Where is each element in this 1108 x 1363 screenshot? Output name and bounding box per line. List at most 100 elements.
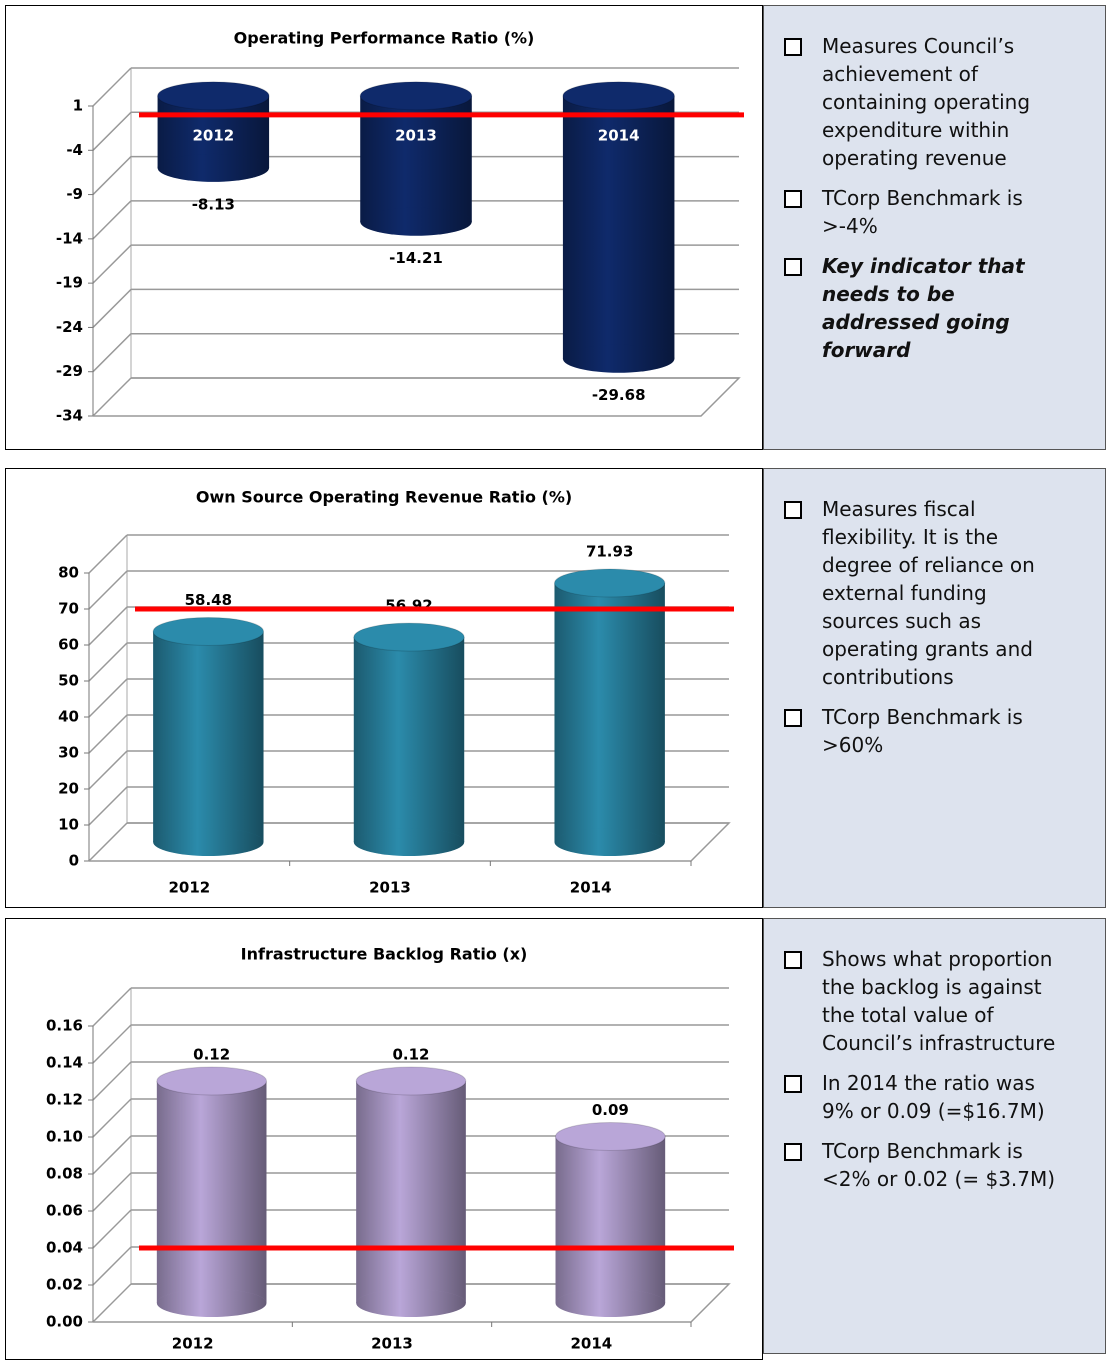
- category-label: 2013: [371, 1335, 413, 1353]
- category-label: 2014: [570, 1335, 612, 1353]
- note-panel: Measures Council’s achievement of contai…: [763, 5, 1106, 450]
- bar-top-cap: [353, 622, 465, 652]
- row: Operating Performance Ratio (%) 1 -4 -9 -14 -…: [0, 5, 1108, 450]
- bar-bottom-cap-shade: [360, 207, 472, 236]
- data-label: -14.21: [389, 249, 443, 267]
- y-tick-label: 40: [58, 708, 79, 726]
- note-item: Measures Council’s achievement of contai…: [784, 32, 1062, 172]
- chart-title: Infrastructure Backlog Ratio (x): [241, 945, 528, 964]
- bar-bottom-cap-shade: [157, 153, 270, 182]
- note-item: TCorp Benchmark is >60%: [784, 703, 1062, 759]
- data-label: 56.92: [385, 597, 432, 615]
- category-label: 2013: [395, 126, 437, 144]
- bar-top-cap: [156, 1066, 267, 1096]
- bar-shading: [156, 1081, 267, 1303]
- y-tick-label: -9: [66, 185, 83, 203]
- grid-diagonal: [88, 750, 128, 790]
- category-label: 2012: [192, 126, 234, 144]
- grid-diagonal: [88, 642, 128, 682]
- note-item: In 2014 the ratio was 9% or 0.09 (=$16.7…: [784, 1069, 1062, 1125]
- note-panel: Shows what proportion the backlog is aga…: [763, 918, 1106, 1354]
- y-tick-label: 30: [58, 744, 79, 762]
- data-label: 58.48: [185, 591, 232, 609]
- grid-diagonal: [92, 111, 132, 151]
- bar-top-cap: [355, 1066, 467, 1096]
- chart: Own Source Operating Revenue Ratio (%) 0 1…: [58, 488, 734, 897]
- note-panel: Measures fiscal flexibility. It is the d…: [763, 468, 1106, 908]
- note-list: Shows what proportion the backlog is aga…: [764, 919, 1105, 1193]
- y-tick-label: 60: [58, 636, 79, 654]
- y-tick-label: -14: [56, 229, 83, 247]
- data-label: 71.93: [586, 543, 633, 561]
- y-tick-label: -24: [56, 318, 83, 336]
- y-tick-label: -4: [66, 141, 83, 159]
- y-tick-label: 70: [58, 600, 79, 618]
- y-tick-label: 0.12: [46, 1091, 83, 1109]
- note-list: Measures fiscal flexibility. It is the d…: [764, 469, 1105, 759]
- data-label: 0.12: [193, 1046, 230, 1064]
- grid-diagonal: [88, 606, 128, 646]
- grid-diagonal: [92, 377, 132, 417]
- grid-diagonal: [92, 1135, 132, 1175]
- note-item: TCorp Benchmark is >-4%: [784, 184, 1062, 240]
- bar-shading: [554, 583, 665, 842]
- y-tick-label: 0.00: [46, 1313, 83, 1331]
- y-tick-label: 10: [58, 816, 79, 834]
- y-tick-label: 1: [73, 97, 83, 115]
- data-label: -8.13: [192, 195, 235, 213]
- category-label: 2014: [570, 879, 612, 897]
- note-item: TCorp Benchmark is <2% or 0.02 (= $3.7M): [784, 1137, 1062, 1193]
- grid-diagonal: [92, 1246, 132, 1286]
- chart: Infrastructure Backlog Ratio (x) 0.00 0.02…: [46, 945, 734, 1353]
- bar-top-cap: [562, 81, 675, 111]
- grid-diagonal: [88, 678, 128, 718]
- chart-title: Own Source Operating Revenue Ratio (%): [196, 488, 572, 507]
- grid-diagonal: [92, 244, 132, 284]
- bar-shading: [562, 95, 675, 359]
- bar-top-cap: [553, 568, 666, 598]
- chart-box: Operating Performance Ratio (%) 1 -4 -9 -14 -…: [5, 5, 763, 450]
- grid-diagonal: [92, 156, 132, 196]
- y-tick-label: 20: [58, 780, 79, 798]
- bar-bottom-cap-shade: [156, 1289, 267, 1317]
- note-item: Measures fiscal flexibility. It is the d…: [784, 495, 1062, 691]
- grid-diagonal: [92, 1283, 132, 1323]
- y-tick-label: 0.08: [46, 1165, 83, 1183]
- y-tick-label: 0.02: [46, 1276, 83, 1294]
- y-tick-label: -19: [56, 274, 83, 292]
- chart-box: Own Source Operating Revenue Ratio (%) 0 1…: [5, 468, 763, 908]
- category-label: 2014: [598, 126, 640, 144]
- bar-shading: [356, 1081, 466, 1303]
- y-tick-label: -34: [56, 407, 83, 425]
- category-label: 2013: [369, 879, 411, 897]
- category-label: 2012: [172, 1335, 214, 1353]
- chart: Operating Performance Ratio (%) 1 -4 -9 -14 -…: [56, 29, 744, 425]
- bar-bottom-cap-shade: [356, 1289, 466, 1317]
- data-label: -29.68: [592, 386, 646, 404]
- y-tick-label: 0.04: [46, 1239, 83, 1257]
- grid-diagonal: [88, 822, 128, 862]
- grid-diagonal: [92, 200, 132, 240]
- y-tick-label: -29: [56, 362, 83, 380]
- note-item: Key indicator that needs to be addressed…: [784, 252, 1062, 364]
- data-label: 0.12: [392, 1046, 429, 1064]
- grid-diagonal: [92, 987, 132, 1027]
- category-label: 2012: [168, 879, 210, 897]
- bar-bottom-cap-shade: [562, 344, 675, 373]
- grid-diagonal: [88, 786, 128, 826]
- grid-diagonal: [92, 1098, 132, 1138]
- bar-bottom-cap-shade: [153, 828, 264, 856]
- floor: [93, 377, 741, 417]
- grid-diagonal: [92, 1172, 132, 1212]
- y-tick-label: 80: [58, 564, 79, 582]
- y-tick-label: 0: [69, 852, 79, 870]
- row: Infrastructure Backlog Ratio (x) 0.00 0.02…: [0, 918, 1108, 1360]
- bar-top-cap: [152, 616, 265, 646]
- grid-diagonal: [88, 534, 128, 574]
- grid-diagonal: [92, 288, 132, 328]
- data-label: 0.09: [592, 1101, 629, 1119]
- y-tick-label: 0.10: [46, 1128, 83, 1146]
- bar-bottom-cap-shade: [353, 828, 465, 856]
- bar-shading: [153, 631, 264, 842]
